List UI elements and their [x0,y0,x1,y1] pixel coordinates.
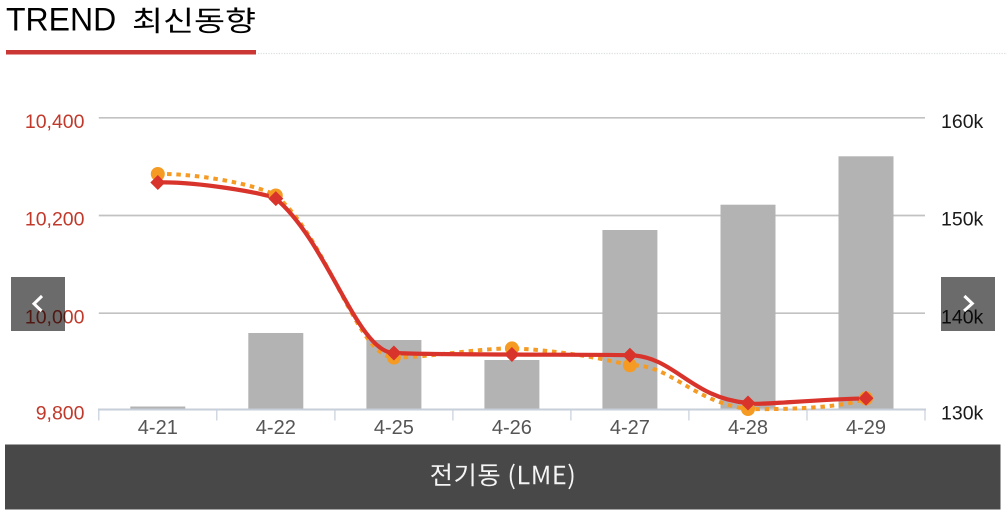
svg-text:150k: 150k [941,209,984,231]
svg-text:10,200: 10,200 [25,209,85,231]
svg-text:4-28: 4-28 [728,417,768,439]
svg-text:TREND: TREND [6,2,116,38]
svg-text:4-26: 4-26 [492,417,532,439]
svg-text:4-27: 4-27 [610,417,650,439]
svg-text:160k: 160k [941,111,984,133]
svg-text:9,800: 9,800 [36,403,85,425]
svg-text:10,400: 10,400 [25,111,85,133]
svg-text:4-22: 4-22 [256,417,296,439]
svg-text:4-21: 4-21 [138,417,178,439]
svg-text:4-25: 4-25 [374,417,414,439]
svg-text:130k: 130k [941,403,984,425]
svg-text:4-29: 4-29 [846,417,886,439]
